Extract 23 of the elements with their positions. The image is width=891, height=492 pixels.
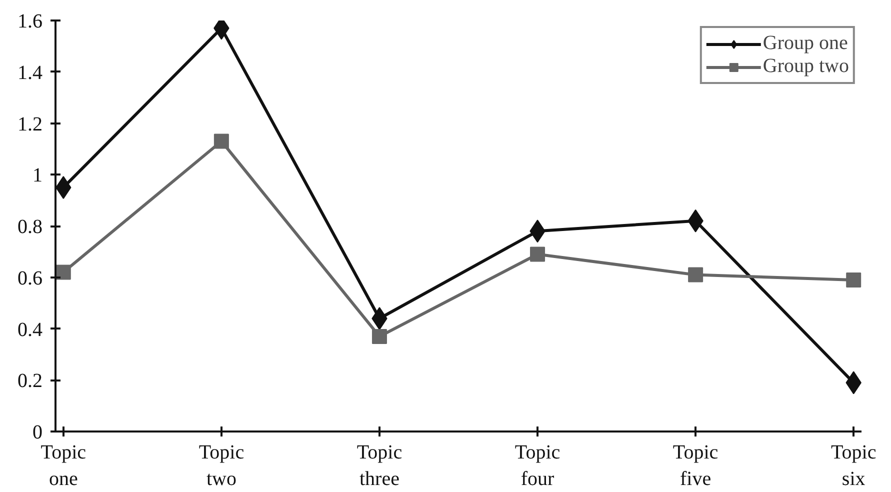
x-tick-label: Topic six	[830, 442, 876, 490]
x-tick-label: Topic three	[356, 442, 402, 490]
point	[846, 272, 862, 288]
x-tick-label: Topic five	[672, 442, 718, 490]
legend-label: Group one	[762, 32, 848, 55]
point	[56, 264, 71, 280]
x-tick-label: Topic one	[40, 442, 86, 490]
x-tick-label: Topic two	[198, 442, 244, 490]
y-tick-label: 1	[32, 164, 42, 187]
y-tick-label: 1.6	[18, 10, 42, 32]
y-tick-label: 0	[32, 422, 42, 444]
legend-label: Group two	[762, 55, 849, 78]
x-tick-label: Topic four	[514, 442, 560, 490]
y-tick-label: 0.6	[18, 267, 42, 290]
point	[372, 328, 387, 344]
y-tick-label: 1.4	[18, 62, 42, 84]
y-tick-label: 0.4	[18, 318, 42, 341]
point	[214, 134, 229, 149]
y-tick-label: 0.8	[18, 216, 42, 238]
point	[688, 267, 704, 282]
y-tick-label: 0.2	[18, 370, 42, 392]
y-tick-label: 1.2	[18, 113, 42, 136]
point	[530, 246, 546, 262]
